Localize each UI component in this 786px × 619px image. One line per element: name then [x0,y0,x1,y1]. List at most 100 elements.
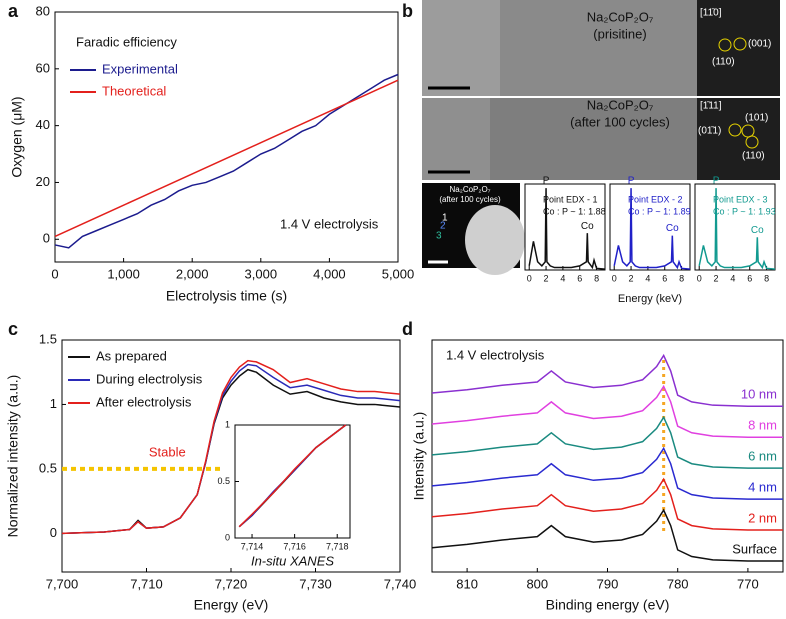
plane-label: (01̄1) [698,126,721,137]
condition: (prisitine) [593,26,646,41]
edx-annotation: Co : P ~ 1: 1.88 [543,206,606,216]
legend-label: Theoretical [102,83,166,98]
x-tick-label: 7,740 [384,576,417,591]
series-line [613,188,691,270]
fft-image [697,0,780,96]
legend-label: Experimental [102,61,178,76]
series-label: 10 nm [741,387,777,402]
series-label: 8 nm [748,418,777,433]
series-label: 6 nm [748,449,777,464]
x-tick-label: 2 [714,273,719,283]
series-label: 4 nm [748,480,777,495]
y-tick-label: 40 [36,117,50,132]
x-axis-label: Electrolysis time (s) [166,288,287,304]
y-tick-label: 0 [43,231,50,246]
x-tick-label: 4 [730,273,735,283]
series-line [431,508,783,562]
x-tick-label: 790 [597,576,619,591]
y-axis-label: Normalized intensity (a.u.) [5,375,21,538]
plot-frame [524,183,606,271]
x-tick-label: 7,714 [241,541,264,551]
edx-annotation: Co : P ~ 1: 1.93 [713,206,776,216]
formula: Na₂CoP₂O₇ [587,9,654,24]
x-tick-label: 0 [51,266,58,281]
plot-frame [234,424,351,539]
x-tick-label: 6 [662,273,667,283]
series-line [431,353,783,408]
edx-annotation: Point EDX - 1 [543,194,598,204]
x-tick-label: 7,710 [130,576,163,591]
plane-label: (110) [742,151,765,162]
x-tick-label: 4,000 [313,266,346,281]
x-axis-label: Binding energy (eV) [546,597,670,613]
point-label: 3 [436,231,442,242]
lattice-region [490,98,697,180]
series-label: Surface [732,541,777,556]
series-line [54,73,399,249]
particle [465,205,525,275]
x-tick-label: 0 [612,273,617,283]
series-line [54,79,399,238]
peak-label: Co [581,221,594,232]
condition: (after 100 cycles) [439,195,501,204]
y-tick-label: 0 [225,532,230,542]
x-tick-label: 770 [737,576,759,591]
x-tick-label: 7,718 [326,541,349,551]
series-line [431,415,783,469]
series-line [431,446,783,500]
x-tick-label: 4 [645,273,650,283]
plot-frame [609,183,691,271]
reference-label: Stable [149,444,186,459]
tem-images [422,0,780,275]
plane-label: (110) [712,57,735,68]
panel-label: c [8,319,18,339]
y-tick-label: 0 [50,525,57,540]
legend-label: As prepared [96,348,167,363]
y-tick-label: 80 [36,3,50,18]
y-axis-label: Oxygen (μM) [9,96,25,177]
x-tick-label: 7,700 [46,576,79,591]
y-tick-label: 0.5 [39,460,57,475]
series-line [238,424,347,528]
legend-label: After electrolysis [96,394,192,409]
zone-axis: [11̄0] [700,8,722,19]
x-tick-label: 6 [747,273,752,283]
x-tick-label: 0 [527,273,532,283]
series-line [431,477,783,531]
annotation: 1.4 V electrolysis [280,216,379,231]
peak-label: P [628,176,635,187]
panel-label: d [402,319,413,339]
panel-label: a [8,1,19,21]
peak-label: Co [666,223,679,234]
x-tick-label: 8 [594,273,599,283]
x-tick-label: 2,000 [176,266,209,281]
point-label: 1 [442,213,448,224]
y-tick-label: 20 [36,174,50,189]
spot-circle [745,135,759,149]
fft-image [697,98,780,180]
plane-label: (101) [745,113,768,124]
formula: Na₂CoP₂O₇ [450,185,491,194]
x-tick-label: 8 [679,273,684,283]
x-tick-label: 8 [764,273,769,283]
edx-annotation: Point EDX - 3 [713,194,768,204]
x-tick-label: 6 [577,273,582,283]
x-tick-label: 1,000 [107,266,140,281]
y-tick-label: 60 [36,60,50,75]
x-axis-label: Energy (eV) [194,597,269,613]
condition: (after 100 cycles) [570,114,670,129]
plane-label: (001) [748,39,771,50]
series-line [61,359,401,535]
x-tick-label: 800 [526,576,548,591]
series-line [698,188,776,270]
formula: Na₂CoP₂O₇ [587,97,654,112]
x-tick-label: 3,000 [245,266,278,281]
x-tick-label: 5,000 [382,266,415,281]
legend-title: Faradic efficiency [76,34,177,49]
plot-frame [694,183,776,271]
legend-label: During electrolysis [96,371,203,386]
panel-label: b [402,1,413,21]
x-tick-label: 2 [544,273,549,283]
inset-caption: In-situ XANES [251,553,334,568]
peak-label: Co [751,225,764,236]
